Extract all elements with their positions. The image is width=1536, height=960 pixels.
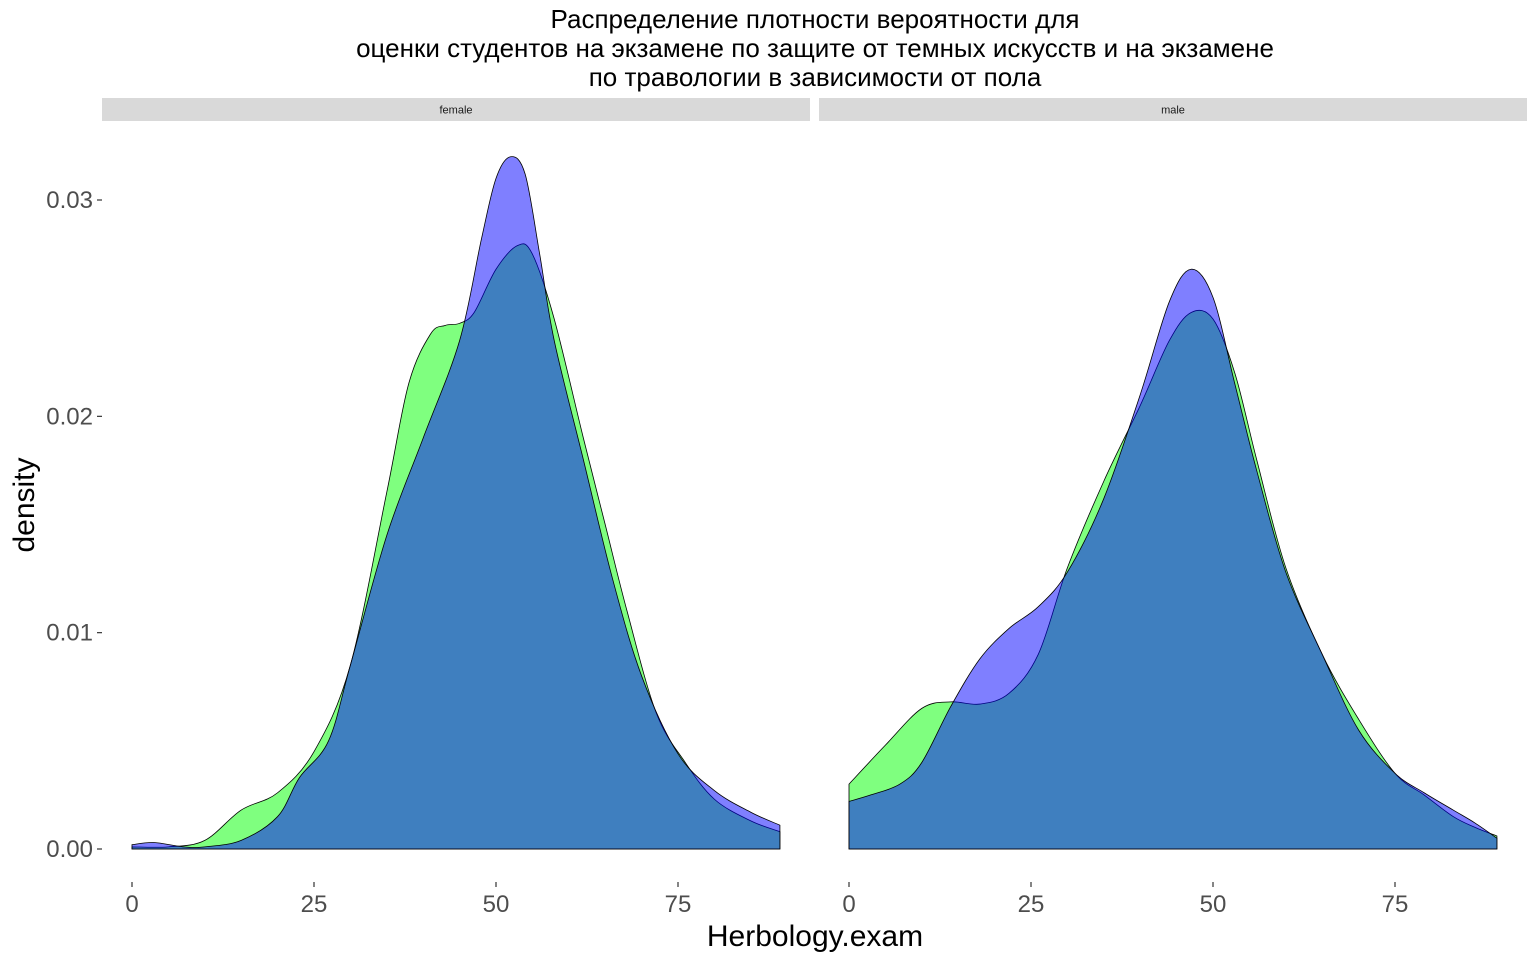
x-tick-label: 75: [1382, 891, 1409, 918]
y-tick-label: 0.01: [46, 620, 93, 647]
chart-title-line-3: по травологии в зависимости от пола: [589, 62, 1042, 92]
y-tick-label: 0.03: [46, 187, 93, 214]
x-tick-label: 25: [1018, 891, 1045, 918]
x-tick-label: 0: [842, 891, 855, 918]
x-tick-label: 25: [301, 891, 328, 918]
facet-panel-female: female 0 25 50 75: [102, 98, 810, 918]
facet-strip-label: female: [439, 105, 472, 117]
x-tick-label: 50: [1200, 891, 1227, 918]
facet-panel-male: male 0 25 50 75: [819, 98, 1527, 918]
y-axis-title: density: [8, 457, 41, 552]
y-tick-label: 0.02: [46, 403, 93, 430]
facet-strip-label: male: [1161, 105, 1185, 117]
facet-panels: female 0 25 50 75 male 0 25 50 75: [102, 98, 1527, 918]
facet-strip: [102, 98, 810, 121]
y-tick-label: 0.00: [46, 836, 93, 863]
x-tick-label: 75: [665, 891, 692, 918]
facet-strip: [819, 98, 1527, 121]
x-axis-title: Herbology.exam: [707, 920, 923, 953]
chart-title-line-1: Распределение плотности вероятности для: [551, 4, 1080, 34]
chart-title-line-2: оценки студентов на экзамене по защите о…: [356, 33, 1274, 63]
y-axis: 0.00 0.01 0.02 0.03: [46, 187, 102, 863]
x-tick-label: 50: [483, 891, 510, 918]
density-area-blue: [848, 268, 1498, 850]
x-tick-label: 0: [125, 891, 138, 918]
density-area-blue: [131, 156, 781, 850]
chart-title: Распределение плотности вероятности дляо…: [356, 4, 1274, 92]
